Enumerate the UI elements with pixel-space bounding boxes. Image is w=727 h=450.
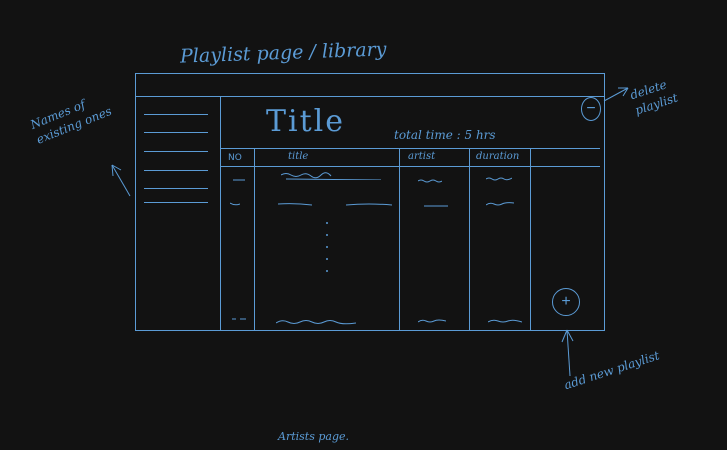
minus-icon: − — [586, 100, 596, 117]
sidebar-item[interactable] — [144, 202, 208, 203]
column-header-number[interactable]: NO — [228, 153, 242, 163]
track-artist-placeholder — [418, 177, 442, 185]
sidebar-item[interactable] — [144, 188, 208, 189]
table-header-bottom-rule — [220, 166, 600, 167]
footer-note: Artists page. — [278, 430, 349, 443]
track-title-placeholder-2 — [346, 201, 392, 209]
top-bar — [136, 74, 604, 97]
column-divider — [254, 148, 255, 330]
add-playlist-button[interactable]: + — [552, 288, 580, 316]
sidebar-item[interactable] — [144, 151, 208, 152]
column-header-title[interactable]: title — [288, 151, 309, 162]
sidebar-playlist-list — [136, 96, 221, 330]
more-rows-ellipsis — [326, 222, 330, 282]
track-number-placeholder — [232, 315, 246, 323]
track-artist-placeholder — [418, 317, 446, 325]
plus-icon: + — [561, 293, 571, 310]
track-title-placeholder[interactable] — [281, 172, 381, 180]
column-divider — [399, 148, 400, 330]
track-number-placeholder — [233, 176, 245, 184]
column-divider — [530, 148, 531, 330]
table-header-top-rule — [220, 148, 600, 149]
app-window: Title total time : 5 hrs − NO title arti… — [135, 73, 605, 331]
track-duration-placeholder — [488, 317, 522, 325]
delete-playlist-button[interactable]: − — [581, 97, 601, 121]
column-divider — [469, 148, 470, 330]
track-number-placeholder — [230, 200, 240, 208]
sidebar-item[interactable] — [144, 114, 208, 115]
sidebar-item[interactable] — [144, 132, 208, 133]
track-title-placeholder[interactable] — [276, 318, 356, 326]
track-title-placeholder[interactable] — [278, 200, 312, 208]
track-duration-placeholder — [486, 175, 512, 183]
track-artist-placeholder — [424, 202, 448, 210]
playlist-title: Title — [266, 104, 346, 139]
total-time: total time : 5 hrs — [394, 128, 496, 142]
column-header-duration[interactable]: duration — [476, 151, 520, 162]
column-header-artist[interactable]: artist — [408, 151, 436, 162]
track-duration-placeholder — [486, 200, 514, 208]
sidebar-item[interactable] — [144, 170, 208, 171]
add-arrow-icon — [566, 329, 571, 377]
delete-arrow-icon — [603, 87, 629, 102]
sidebar-arrow-icon — [111, 164, 131, 197]
